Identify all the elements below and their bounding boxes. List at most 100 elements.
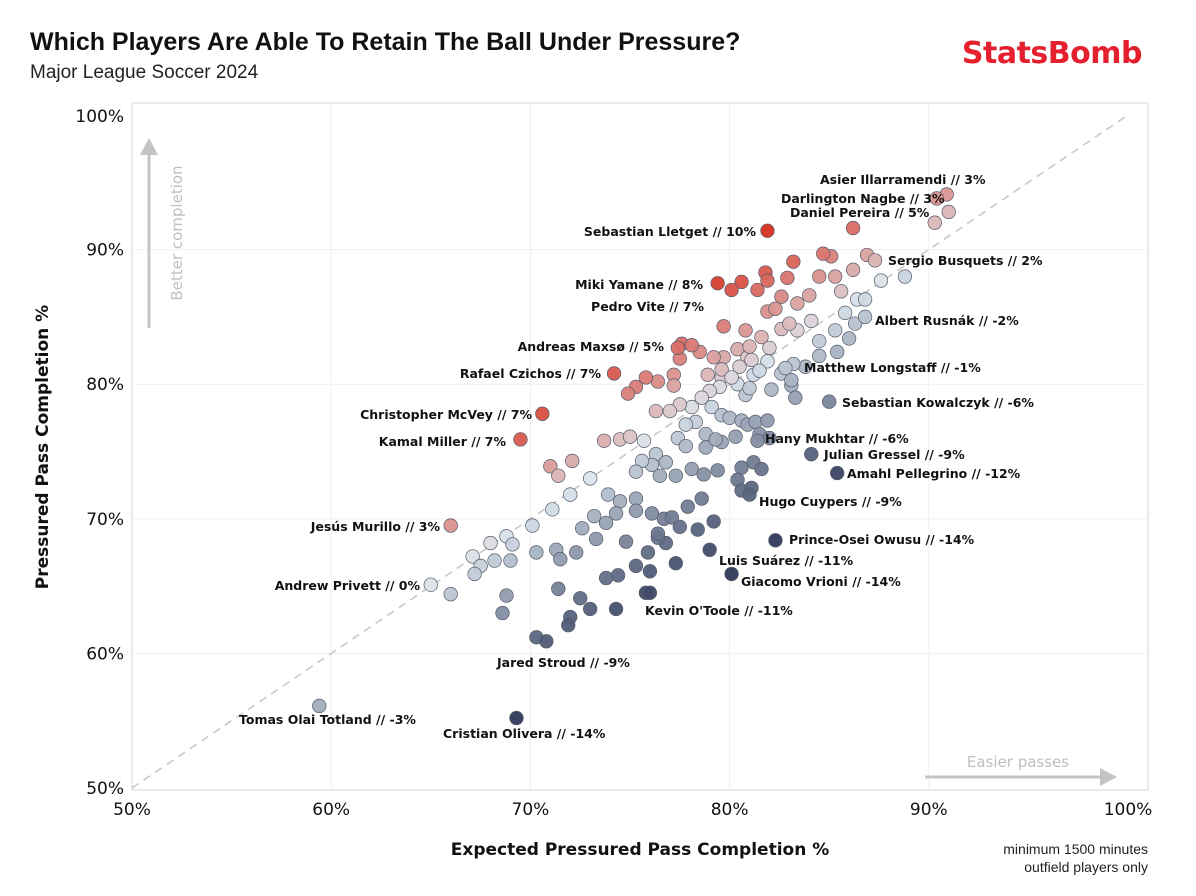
easier-passes-hint: Easier passes: [967, 753, 1069, 771]
player-point: [847, 316, 863, 331]
x-tick-label: 60%: [312, 800, 350, 820]
player-point: [714, 362, 729, 377]
player-point: [732, 359, 747, 374]
footnote-outfield: outfield players only: [1024, 859, 1148, 875]
player-point: [618, 534, 634, 549]
labeled-player-point: [606, 366, 622, 381]
player-label: Andreas Maxsø // 5%: [518, 339, 665, 354]
player-point: [612, 494, 628, 509]
player-point: [788, 390, 803, 405]
player-label: Cristian Olivera // -14%: [443, 726, 606, 741]
player-label: Daniel Pereira // 5%: [790, 205, 930, 220]
player-point: [583, 471, 598, 486]
player-point: [700, 367, 715, 382]
player-point: [754, 329, 769, 345]
player-point: [780, 270, 795, 286]
player-point: [529, 545, 544, 560]
player-point: [658, 455, 674, 470]
y-tick-label: 90%: [86, 241, 124, 261]
player-point: [694, 390, 709, 405]
player-point: [652, 468, 668, 483]
player-point: [812, 348, 827, 364]
labeled-player-point: [724, 566, 739, 582]
player-point: [465, 549, 480, 564]
player-point: [722, 410, 737, 426]
player-point: [551, 468, 566, 483]
player-label: Kamal Miller // 7%: [379, 434, 507, 449]
chart-subtitle: Major League Soccer 2024: [30, 62, 259, 83]
player-point: [672, 397, 687, 412]
player-point: [841, 331, 857, 346]
labeled-player-point: [724, 282, 739, 298]
player-point: [636, 433, 652, 448]
labeled-player-point: [760, 223, 775, 238]
x-tick-label: 70%: [512, 800, 550, 820]
labeled-player-point: [778, 360, 793, 376]
player-point: [762, 340, 777, 356]
player-label: Tomas Olai Totland // -3%: [239, 712, 416, 727]
player-point: [812, 333, 827, 349]
player-label: Darlington Nagbe // 3%: [781, 191, 945, 206]
player-point: [596, 433, 612, 448]
player-point: [927, 215, 942, 230]
player-point: [760, 413, 775, 428]
player-label: Kevin O'Toole // -11%: [645, 603, 793, 618]
player-label: Amahl Pellegrino // -12%: [847, 466, 1021, 481]
player-point: [738, 323, 753, 338]
player-point: [664, 510, 679, 525]
player-point: [710, 463, 725, 478]
player-point: [650, 374, 666, 389]
easier-passes-arrowhead: [1100, 768, 1117, 786]
player-label: Prince-Osei Owusu // -14%: [789, 532, 975, 547]
player-point: [734, 274, 749, 290]
player-label: Sebastian Lletget // 10%: [584, 224, 757, 239]
player-point: [543, 459, 558, 474]
player-point: [666, 378, 681, 393]
labeled-player-point: [845, 220, 861, 236]
better-completion-hint: Better completion: [168, 165, 186, 300]
player-point: [588, 531, 604, 547]
player-point: [610, 568, 626, 583]
player-label: Asier Illarramendi // 3%: [820, 172, 986, 187]
player-point: [545, 502, 560, 517]
player-point: [684, 338, 699, 353]
player-point: [764, 382, 779, 397]
player-point: [690, 522, 705, 537]
player-point: [662, 403, 677, 419]
labeled-player-point: [742, 487, 757, 502]
player-point: [678, 438, 693, 454]
player-point: [443, 587, 458, 602]
player-point: [845, 262, 861, 277]
player-point: [525, 518, 540, 533]
player-point: [716, 319, 731, 334]
player-label: Giacomo Vrioni // -14%: [741, 574, 901, 589]
player-point: [706, 350, 721, 365]
x-tick-label: 90%: [910, 800, 948, 820]
player-label: Sebastian Kowalczyk // -6%: [842, 395, 1034, 410]
labeled-player-point: [670, 340, 685, 356]
player-point: [499, 588, 514, 603]
player-point: [857, 292, 873, 307]
player-point: [782, 316, 797, 331]
y-tick-label: 80%: [86, 375, 124, 395]
player-point: [598, 570, 614, 586]
player-point: [678, 417, 693, 432]
player-point: [598, 515, 614, 530]
player-point: [748, 414, 763, 430]
player-label: Andrew Privett // 0%: [275, 578, 421, 593]
player-point: [873, 273, 889, 288]
player-point: [573, 591, 588, 606]
labeled-player-point: [443, 518, 458, 533]
player-point: [704, 399, 719, 415]
y-tick-label: 100%: [75, 107, 124, 127]
x-tick-label: 80%: [711, 800, 749, 820]
player-point: [634, 453, 650, 469]
player-point: [828, 269, 843, 284]
player-point: [816, 246, 831, 261]
player-point: [830, 344, 845, 360]
player-point: [680, 499, 695, 514]
player-point: [897, 269, 913, 284]
player-point: [638, 370, 654, 385]
player-label: Jesús Murillo // 3%: [310, 519, 441, 534]
player-point: [495, 605, 510, 621]
